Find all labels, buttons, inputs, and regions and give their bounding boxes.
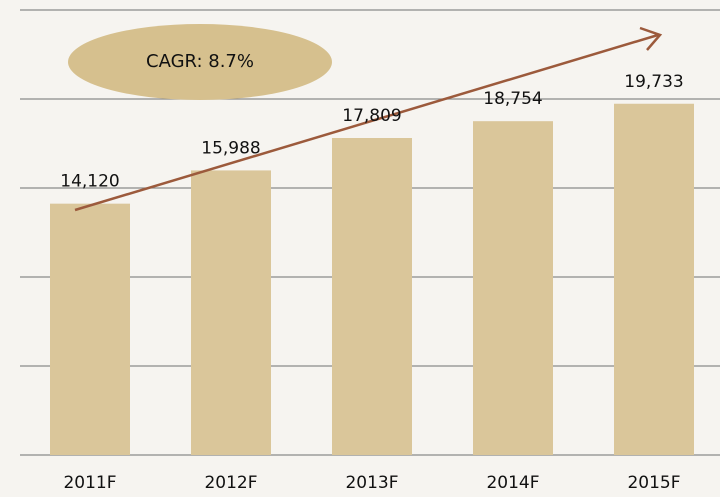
bar — [473, 121, 553, 455]
x-tick-label: 2012F — [204, 473, 257, 493]
x-tick-label: 2011F — [63, 473, 116, 493]
value-label: 17,809 — [342, 106, 401, 126]
x-tick-label: 2013F — [345, 473, 398, 493]
value-label: 14,120 — [60, 172, 119, 192]
x-tick-label: 2015F — [627, 473, 680, 493]
bar — [50, 203, 130, 455]
arrow-line — [74, 33, 659, 212]
value-label: 15,988 — [201, 138, 260, 158]
value-label: 19,733 — [624, 72, 683, 92]
bar — [614, 103, 694, 456]
bar — [191, 170, 271, 455]
value-label: 18,754 — [483, 89, 542, 109]
bars — [50, 103, 694, 456]
arrow-head — [639, 26, 663, 51]
x-tick-label: 2014F — [486, 473, 539, 493]
annotation: CAGR: 8.7% — [146, 51, 254, 72]
bar — [332, 137, 412, 455]
cagr-ellipse — [68, 24, 332, 100]
